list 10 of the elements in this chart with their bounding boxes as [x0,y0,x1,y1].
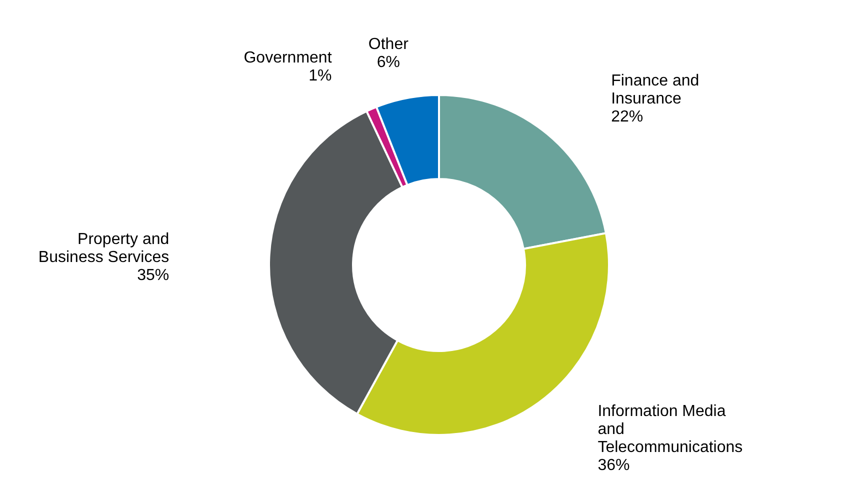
slice-label: Finance and Insurance [611,72,700,108]
data-label: 36% [598,456,630,474]
data-label: 1% [308,68,332,85]
data-label: 35% [137,267,170,284]
data-label: 6% [376,54,400,71]
slice-label: Property and Business Services [38,231,170,266]
slice-label: Government [244,50,332,67]
slice-label: Other [368,36,410,53]
data-label: 22% [611,108,644,126]
slice-label: Information Media and Telecommunications [598,402,743,456]
